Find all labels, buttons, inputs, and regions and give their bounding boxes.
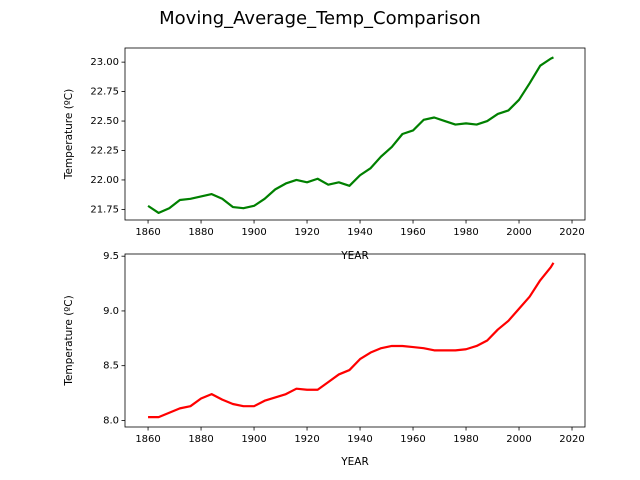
x-tick-label: 1880 — [188, 227, 213, 238]
y-tick-label: 8.5 — [103, 361, 119, 372]
x-tick-label: 2000 — [506, 434, 531, 445]
x-tick-label: 2000 — [506, 227, 531, 238]
x-tick-label: 1880 — [188, 434, 213, 445]
data-line — [148, 262, 555, 419]
y-axis-label: Temperature (ºC) — [63, 89, 75, 180]
y-tick-label: 9.0 — [103, 306, 119, 317]
x-tick-label: 1940 — [347, 434, 372, 445]
x-axis-label: YEAR — [340, 250, 369, 262]
y-tick-label: 9.5 — [103, 251, 119, 262]
data-line — [147, 56, 554, 215]
x-tick-label: 1920 — [294, 434, 319, 445]
figure-title: Moving_Average_Temp_Comparison — [159, 8, 481, 29]
x-tick-label: 1860 — [135, 434, 160, 445]
x-tick-label: 1940 — [347, 227, 372, 238]
y-tick-label: 22.75 — [90, 87, 119, 98]
x-tick-label: 1980 — [453, 227, 478, 238]
axes-frame — [124, 47, 586, 221]
axes-frame — [124, 253, 586, 428]
x-tick-label: 1960 — [400, 227, 425, 238]
y-tick-label: 21.75 — [90, 204, 119, 215]
y-tick-label: 22.50 — [90, 116, 119, 127]
y-axis-label: Temperature (ºC) — [63, 295, 75, 386]
x-tick-label: 2020 — [559, 434, 584, 445]
y-tick-label: 8.0 — [103, 415, 119, 426]
x-tick-label: 1860 — [135, 227, 160, 238]
x-tick-label: 1960 — [400, 434, 425, 445]
x-tick-label: 1920 — [294, 227, 319, 238]
x-tick-label: 2020 — [559, 227, 584, 238]
x-axis-label: YEAR — [340, 456, 369, 468]
y-tick-label: 23.00 — [90, 57, 119, 68]
x-tick-label: 1900 — [241, 227, 266, 238]
y-tick-label: 22.00 — [90, 175, 119, 186]
x-tick-label: 1900 — [241, 434, 266, 445]
y-tick-label: 22.25 — [90, 145, 119, 156]
x-tick-label: 1980 — [453, 434, 478, 445]
